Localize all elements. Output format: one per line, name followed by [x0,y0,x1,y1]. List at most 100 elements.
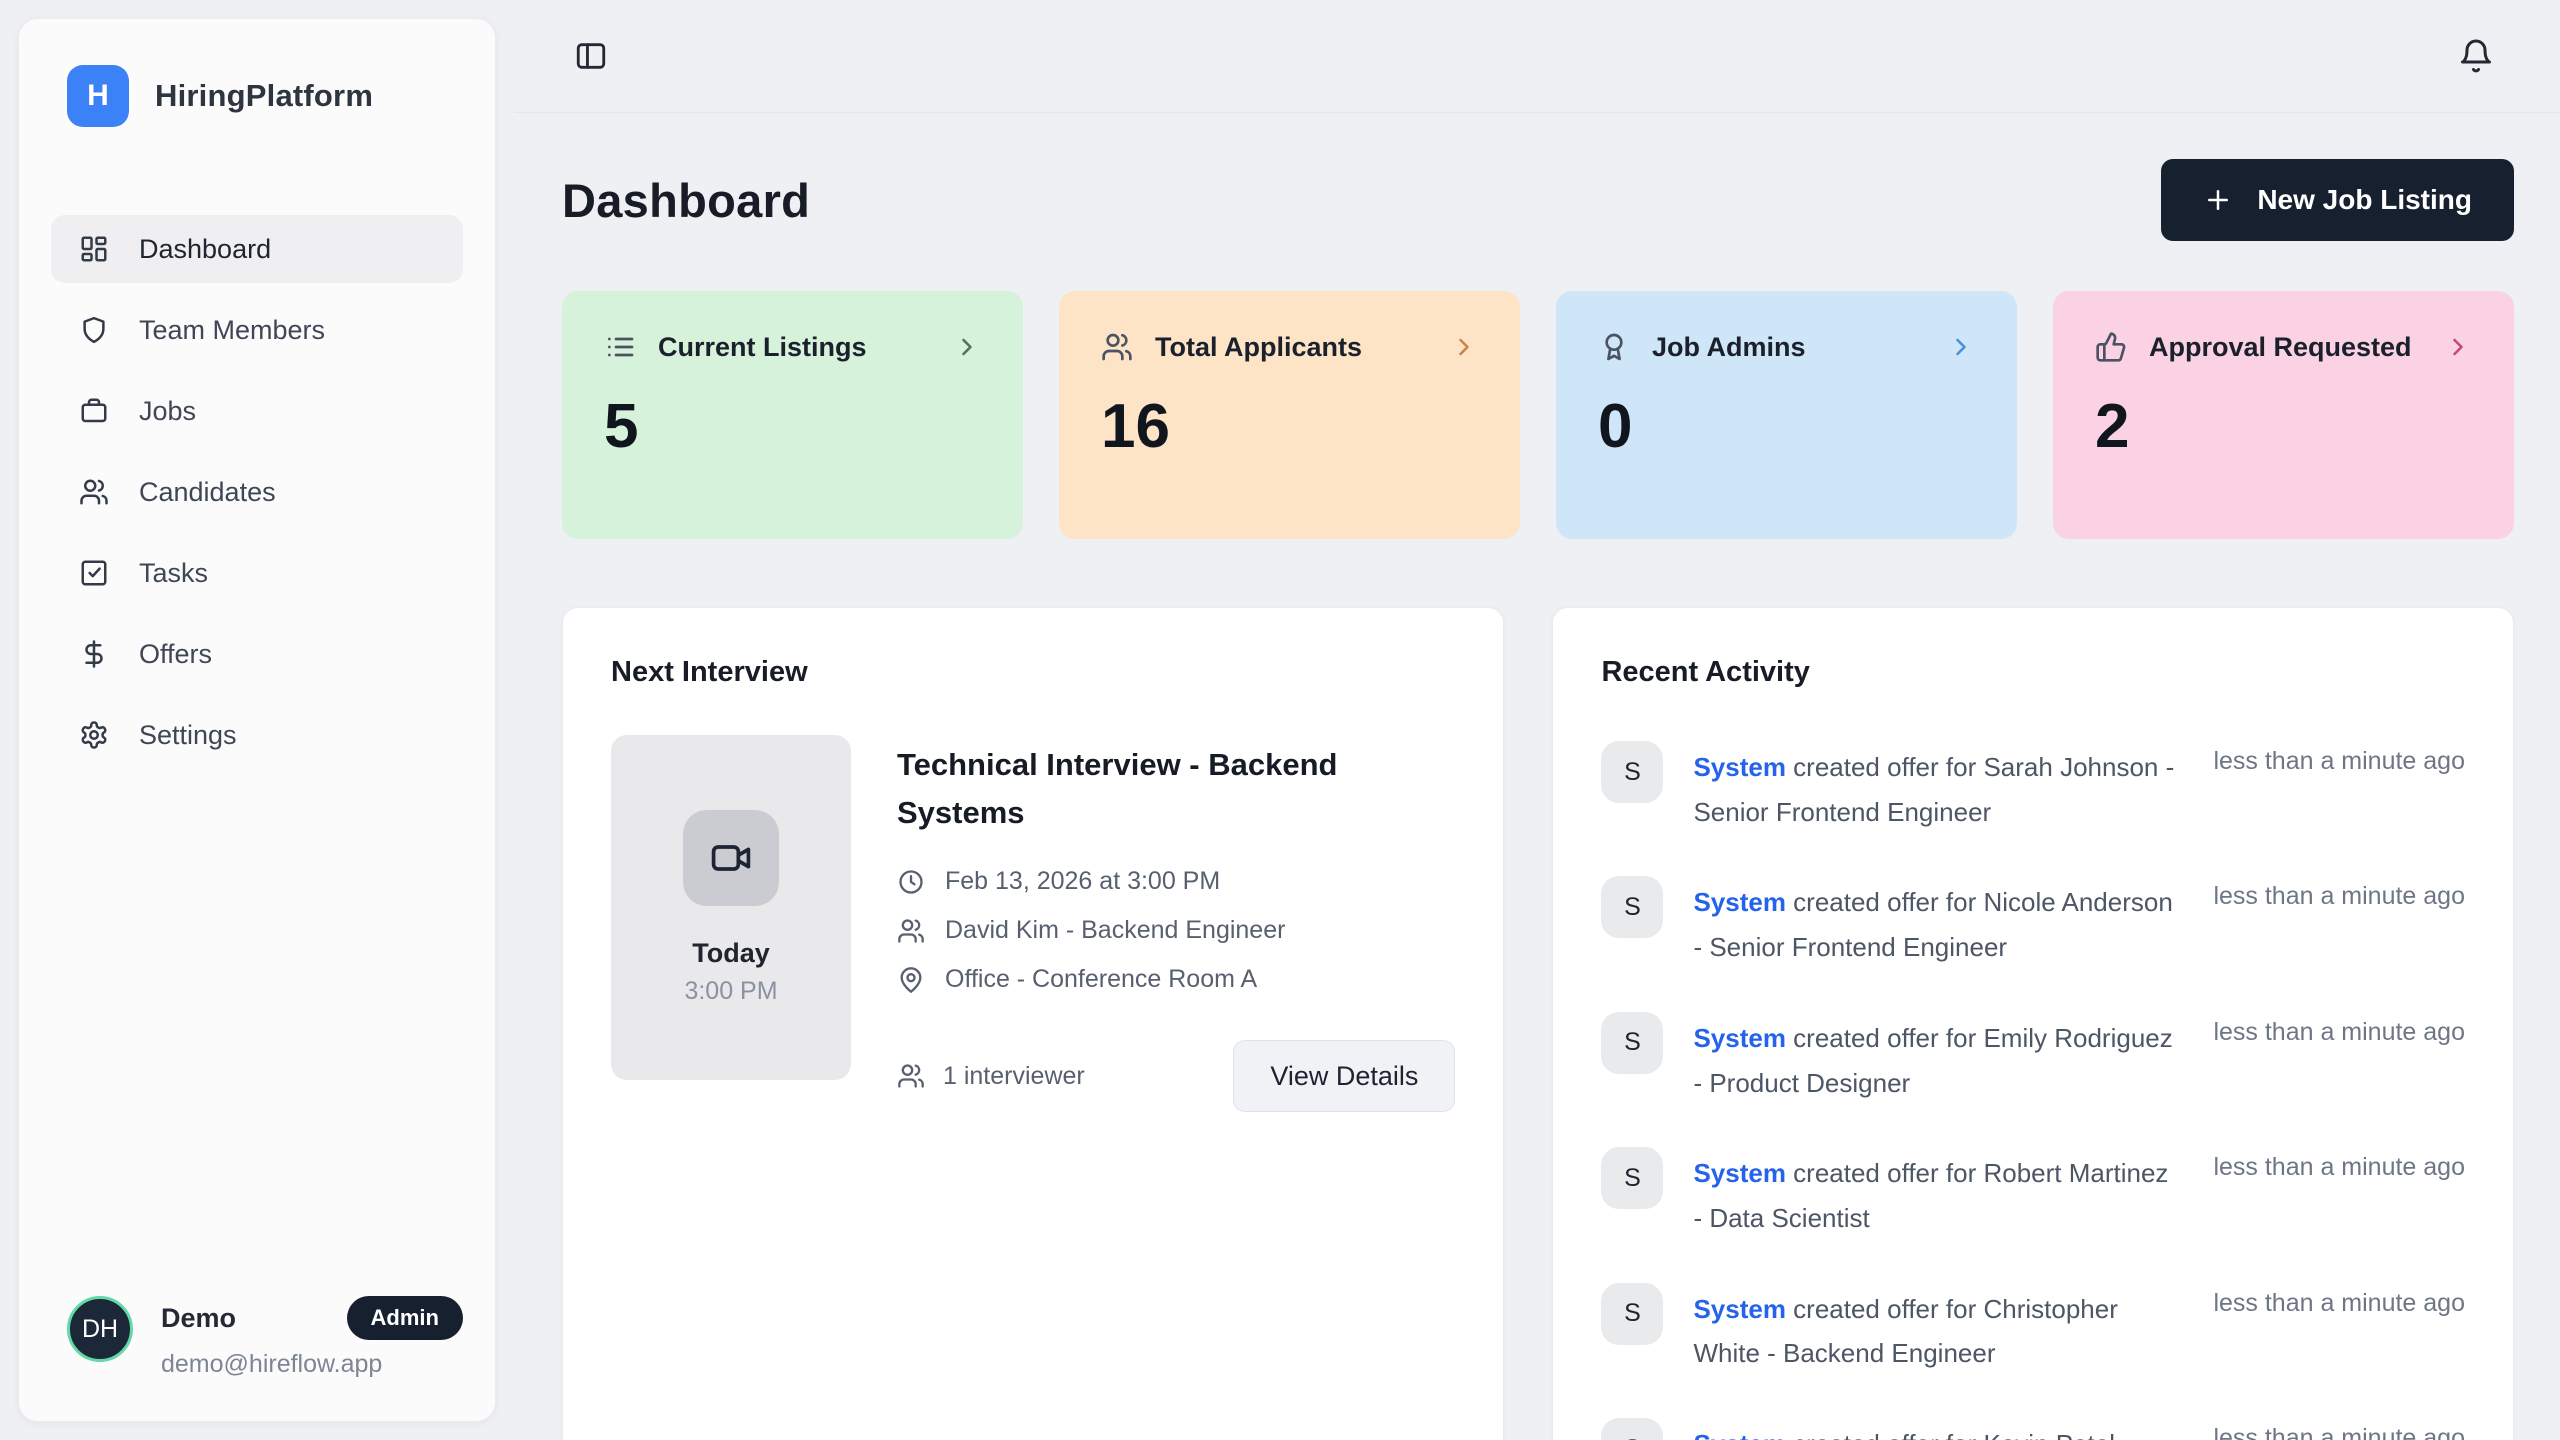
users-icon [897,1062,925,1090]
activity-text: System created offer for Robert Martinez… [1693,1158,2169,1234]
activity-avatar: S [1601,1147,1664,1210]
stat-cards: Current Listings 5 Total Applicants [562,291,2514,539]
activity-item: S System created offer for Emily Rodrigu… [1601,1011,2465,1105]
activity-actor[interactable]: System [1693,1293,1786,1324]
stat-label: Total Applicants [1155,331,1363,362]
activity-item: S System created offer for Kevin Patel -… [1601,1418,2465,1440]
activity-item: S System created offer for Robert Martin… [1601,1147,2465,1240]
next-interview-panel: Next Interview Today 3:00 PM Technical I… [562,607,1505,1440]
sidebar-item-label: Dashboard [139,233,272,264]
activity-text: System created offer for Nicole Anderson… [1693,887,2173,963]
stat-label: Approval Requested [2149,331,2412,362]
plus-icon [2203,185,2233,215]
sidebar-item-tasks[interactable]: Tasks [51,539,463,607]
activity-timestamp: less than a minute ago [2213,882,2465,911]
next-interview-title: Next Interview [611,656,808,688]
sidebar-item-label: Team Members [139,314,326,345]
users-icon [897,917,925,945]
app-logo: H HiringPlatform [51,65,463,127]
view-details-button[interactable]: View Details [1233,1040,1456,1113]
interview-time: 3:00 PM [684,976,778,1005]
stat-label: Job Admins [1652,331,1806,362]
main-area: Dashboard New Job Listing Current Listin… [514,0,2560,1440]
stat-card-approval-requested[interactable]: Approval Requested 2 [2053,291,2514,539]
shield-icon [79,315,109,345]
topbar [514,0,2560,113]
recent-activity-panel: Recent Activity S System created offer f… [1552,607,2514,1440]
app-title: HiringPlatform [155,78,374,113]
activity-avatar: S [1601,876,1664,939]
interview-date-tile: Today 3:00 PM [611,735,851,1080]
activity-actor[interactable]: System [1693,887,1786,918]
activity-actor[interactable]: System [1693,1429,1786,1440]
sidebar-item-label: Offers [139,638,213,669]
stat-value: 16 [1101,392,1170,461]
activity-timestamp: less than a minute ago [2213,1153,2465,1182]
stat-value: 5 [604,392,639,461]
user-name: Demo [161,1302,237,1333]
activity-list: S System created offer for Sarah Johnson… [1601,741,2465,1440]
stat-value: 2 [2095,392,2130,461]
activity-avatar: S [1601,1418,1664,1440]
interview-title: Technical Interview - Backend Systems [897,747,1338,831]
award-icon [1598,331,1630,363]
activity-text: System created offer for Kevin Patel - D… [1693,1418,2183,1440]
stat-value: 0 [1598,392,1633,461]
layout-dashboard-icon [79,234,109,264]
clock-icon [897,868,925,896]
sidebar-nav: Dashboard Team Members Jobs Candidates T… [51,215,463,769]
sidebar-item-dashboard[interactable]: Dashboard [51,215,463,283]
sidebar-item-label: Tasks [139,557,209,588]
recent-activity-title: Recent Activity [1601,656,1810,688]
sidebar-item-settings[interactable]: Settings [51,701,463,769]
gear-icon [79,720,109,750]
map-pin-icon [897,966,925,994]
chevron-right-icon [953,333,981,361]
activity-timestamp: less than a minute ago [2213,1288,2465,1317]
activity-avatar: S [1601,1282,1664,1345]
avatar: DH [67,1296,133,1362]
chevron-right-icon [2444,333,2472,361]
interview-location: Office - Conference Room A [897,965,1455,994]
activity-item: S System created offer for Nicole Anders… [1601,876,2465,969]
sidebar-item-label: Jobs [139,395,197,426]
sidebar-item-label: Candidates [139,476,276,507]
activity-timestamp: less than a minute ago [2213,1017,2465,1046]
sidebar: H HiringPlatform Dashboard Team Members … [18,18,496,1422]
activity-text: System created offer for Emily Rodriguez… [1693,1022,2173,1098]
sidebar-item-team-members[interactable]: Team Members [51,296,463,364]
activity-timestamp: less than a minute ago [2213,747,2465,775]
sidebar-item-jobs[interactable]: Jobs [51,377,463,445]
stat-card-current-listings[interactable]: Current Listings 5 [562,291,1023,539]
square-check-icon [79,558,109,588]
activity-item: S System created offer for Sarah Johnson… [1601,741,2465,834]
bell-icon[interactable] [2458,38,2494,74]
role-badge: Admin [346,1296,463,1340]
activity-actor[interactable]: System [1693,1022,1786,1053]
users-icon [79,477,109,507]
sidebar-item-offers[interactable]: Offers [51,620,463,688]
interviewer-count: 1 interviewer [897,1062,1085,1091]
activity-avatar: S [1601,1011,1664,1074]
sidebar-item-candidates[interactable]: Candidates [51,458,463,526]
activity-actor[interactable]: System [1693,752,1786,782]
activity-timestamp: less than a minute ago [2213,1424,2465,1440]
activity-avatar: S [1601,741,1664,803]
thumbs-up-icon [2095,331,2127,363]
new-job-listing-button[interactable]: New Job Listing [2161,159,2514,241]
app-logo-badge: H [67,65,129,127]
interview-day: Today [692,937,770,968]
interview-datetime: Feb 13, 2026 at 3:00 PM [897,867,1455,896]
stat-label: Current Listings [658,331,867,362]
list-icon [604,331,636,363]
activity-text: System created offer for Christopher Whi… [1693,1293,2118,1369]
stat-card-job-admins[interactable]: Job Admins 0 [1556,291,2017,539]
interview-candidate: David Kim - Backend Engineer [897,916,1455,945]
activity-item: S System created offer for Christopher W… [1601,1282,2465,1376]
activity-actor[interactable]: System [1693,1158,1786,1189]
panel-left-icon[interactable] [574,39,608,73]
stat-card-total-applicants[interactable]: Total Applicants 16 [1059,291,1520,539]
briefcase-icon [79,396,109,426]
page-title: Dashboard [562,173,811,227]
sidebar-user[interactable]: DH Demo Admin demo@hireflow.app [51,1296,463,1379]
